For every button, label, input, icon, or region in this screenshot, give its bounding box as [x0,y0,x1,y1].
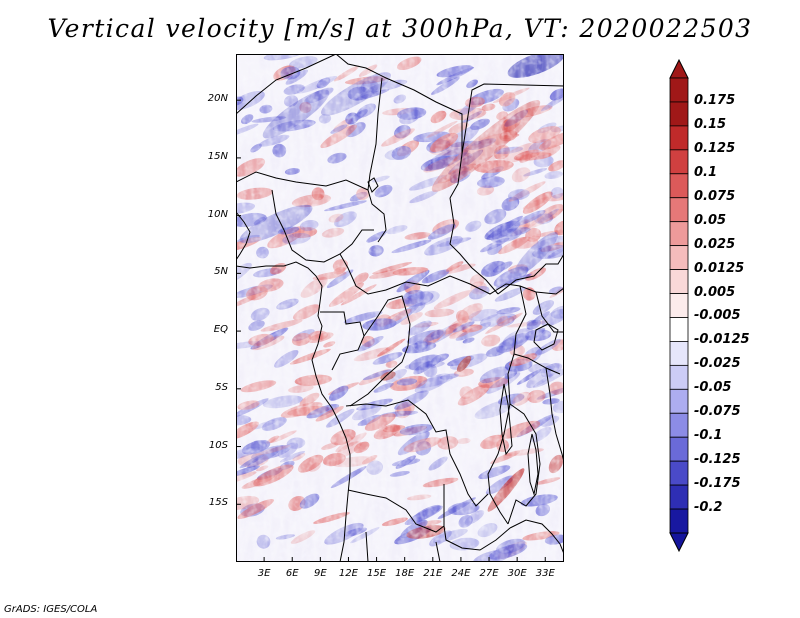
lon-tick-label: 3E [257,568,271,579]
colorbar-segment [669,101,689,127]
border-niger-chad [367,77,383,191]
lat-tick-label: 10S [208,439,228,451]
colorbar-segment [669,508,689,534]
lon-tick-label: 21E [423,568,443,579]
colorbar-level-label: 0.1 [694,164,718,180]
border-south-sudan [497,253,564,295]
colorbar-top-arrow [669,58,689,79]
border-angola-south [347,489,445,533]
border-nigeria [271,189,374,263]
lon-tick-label: 33E [535,568,555,579]
lon-tick-label: 9E [313,568,327,579]
lon-tick-label: 12E [338,568,358,579]
west-coastline [236,211,351,562]
colorbar-level-label: -0.125 [694,452,741,468]
colorbar-level-label: -0.05 [694,380,732,396]
border-sudan-east [461,83,564,155]
colorbar-segment [669,293,689,318]
lon-tick-label: 18E [395,568,415,579]
colorbar-level-label: -0.075 [694,404,741,420]
colorbar-segment [669,221,689,247]
colorbar-segment [669,436,689,462]
lon-tick-label: 27E [479,568,499,579]
plot-title: Vertical velocity [m/s] at 300hPa, VT: 2… [47,14,753,43]
lat-tick-label: 15N [207,150,228,162]
colorbar-level-label: 0.005 [694,284,736,300]
colorbar-level-label: 0.025 [694,236,736,252]
lake-malawi [527,433,539,496]
colorbar-segment [669,460,689,486]
lon-tick-label: 15E [367,568,387,579]
velocity-field-map [236,54,564,562]
colorbar-level-label: 0.0125 [694,260,745,276]
colorbar-segment [669,341,689,366]
colorbar-level-label: -0.1 [694,428,723,444]
border-sahel [236,171,387,243]
colorbar-segment [669,484,689,510]
colorbar-level-label: 0.05 [694,212,727,228]
border-congo-drc [349,295,411,407]
colorbar-segment [669,388,689,414]
map-frame [236,54,564,562]
border-mali-niger [236,54,337,115]
colorbar-bottom-arrow [669,532,689,553]
border-gabon-congo [320,311,365,371]
colorbar-level-label: 0.175 [694,92,736,108]
map-panel: 20N 15N 10N 5N EQ 5S 10S 15S 3E 6E 9E 12E 15E 18E 21E… [208,54,564,579]
lon-tick-label: 6E [285,568,299,579]
colorbar-level-label: -0.005 [694,308,741,324]
colorbar-segment [669,125,689,151]
border-zambia [443,484,511,551]
border-chad-sudan [449,197,499,295]
colorbar-level-label: -0.2 [694,500,723,516]
lake-tanganyika [499,383,513,456]
colorbar-segment [669,77,689,103]
colorbar-segment [669,197,689,223]
field-layer [236,54,564,562]
colorbar-level-label: 0.075 [694,188,736,204]
colorbar-level-label: -0.025 [694,356,741,372]
colorbar: 0.175 0.15 0.125 0.1 0.075 0.05 0.025 0.0125 0.0… [664,58,750,562]
country-borders [236,54,564,562]
lat-tick-label: 15S [208,497,228,509]
lat-tick-label: 10N [207,208,228,220]
field-streaks [236,54,564,562]
border-zim-moz [509,519,564,555]
colorbar-segment [669,317,689,342]
border-drc-east [487,285,527,525]
border-drc-angola [345,399,489,507]
colorbar-segment [669,149,689,175]
border-malawi [507,403,541,525]
lat-tick-label: 5N [214,266,228,278]
colorbar-level-label: 0.15 [694,116,727,132]
grads-credit: GrADS: IGES/COLA [4,604,98,615]
colorbar-level-label: -0.175 [694,476,741,492]
lon-tick-label: 24E [451,568,471,579]
border-cameroon-car [339,253,564,295]
colorbar-segment [669,269,689,294]
border-namibia-botswana [365,531,441,562]
colorbar-segment [669,364,689,390]
colorbar-level-label: 0.125 [694,140,736,156]
colorbar-strip [669,58,689,553]
colorbar-level-label: -0.0125 [694,332,750,348]
border-libya-chad [335,54,463,199]
lake-chad [367,177,379,193]
lat-tick-label: 5S [215,381,228,393]
lon-tick-label: 30E [507,568,527,579]
lat-tick-label: EQ [213,324,228,336]
lat-tick-label: 20N [207,93,228,105]
lake-victoria [533,323,559,351]
colorbar-segment [669,412,689,438]
colorbar-segment [669,173,689,199]
colorbar-segment [669,245,689,270]
